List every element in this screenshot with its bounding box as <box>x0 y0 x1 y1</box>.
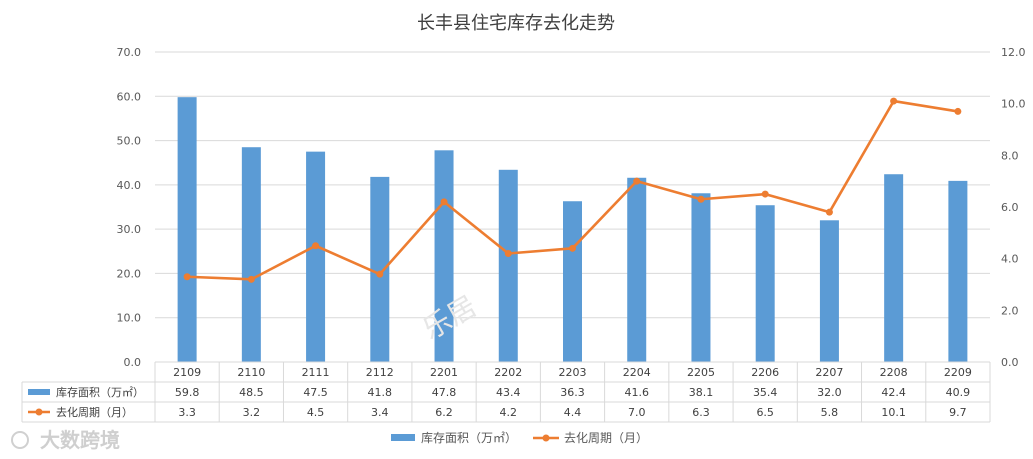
line-point-2204 <box>633 177 641 185</box>
legend: 库存面积（万㎡） 去化周期（月） <box>391 430 648 445</box>
line-point-2111 <box>312 242 320 250</box>
line-value-label: 5.8 <box>821 406 839 419</box>
line-point-2201 <box>440 198 448 206</box>
line-value-label: 4.5 <box>307 406 325 419</box>
y-left-tick-label: 0.0 <box>124 356 142 369</box>
bar-value-label: 32.0 <box>817 386 842 399</box>
table-row-label-line: 去化周期（月） <box>56 405 133 419</box>
bar-value-label: 35.4 <box>753 386 778 399</box>
line-point-2208 <box>890 97 898 105</box>
bar-2202 <box>498 169 518 362</box>
legend-line-label: 去化周期（月） <box>564 431 648 445</box>
logo-icon <box>11 431 29 449</box>
y-right-tick-label: 6.0 <box>1001 201 1019 214</box>
y-left-tick-label: 50.0 <box>117 135 142 148</box>
legend-line-marker <box>542 434 550 442</box>
table-row-label-bar: 库存面积（万㎡） <box>56 385 144 399</box>
bar-value-label: 47.8 <box>432 386 457 399</box>
bar-2111 <box>306 151 326 362</box>
bar-2204 <box>627 177 647 362</box>
category-label: 2111 <box>302 366 330 379</box>
bar-value-label: 59.8 <box>175 386 200 399</box>
y-left-tick-label: 30.0 <box>117 223 142 236</box>
y-right-tick-label: 10.0 <box>1001 98 1026 111</box>
bar-series <box>177 97 968 363</box>
category-label: 2209 <box>944 366 972 379</box>
legend-bar-key <box>391 434 415 441</box>
watermark-logo: 大数跨境 <box>11 428 120 452</box>
bar-value-label: 40.9 <box>946 386 971 399</box>
legend-bar-label: 库存面积（万㎡） <box>421 430 517 445</box>
bar-2203 <box>563 201 582 362</box>
chart-title: 长丰县住宅库存去化走势 <box>417 13 615 34</box>
bar-2206 <box>755 205 775 362</box>
line-point-2112 <box>376 270 384 278</box>
bar-value-label: 42.4 <box>881 386 906 399</box>
category-label: 2208 <box>880 366 908 379</box>
bar-2110 <box>241 147 261 362</box>
line-point-2209 <box>954 107 962 115</box>
y-left-tick-label: 60.0 <box>117 90 142 103</box>
line-value-label: 4.2 <box>500 406 518 419</box>
line-point-2205 <box>697 195 705 203</box>
y-right-tick-label: 4.0 <box>1001 253 1019 266</box>
line-point-2202 <box>504 250 512 257</box>
logo-text: 大数跨境 <box>40 428 120 452</box>
y-left-tick-label: 40.0 <box>117 179 142 192</box>
line-series <box>183 97 962 283</box>
table-bar-key <box>28 389 50 395</box>
y-left-tick-label: 70.0 <box>117 46 142 59</box>
line-value-label: 6.2 <box>435 406 453 419</box>
bar-2201 <box>434 150 454 362</box>
line-value-label: 7.0 <box>628 406 646 419</box>
category-label: 2207 <box>815 366 843 379</box>
y-right-tick-label: 12.0 <box>1001 46 1026 59</box>
bar-2109 <box>177 97 197 363</box>
category-label: 2201 <box>430 366 458 379</box>
line-point-2206 <box>761 190 769 198</box>
category-label: 2203 <box>559 366 587 379</box>
category-label: 2112 <box>366 366 394 379</box>
bar-value-label: 38.1 <box>689 386 714 399</box>
bar-2207 <box>819 220 839 362</box>
category-label: 2204 <box>623 366 651 379</box>
line-value-label: 6.5 <box>756 406 774 419</box>
y-left-tick-label: 10.0 <box>117 312 142 325</box>
line-point-2207 <box>825 208 833 216</box>
line-value-label: 3.2 <box>243 406 261 419</box>
bar-value-label: 41.6 <box>624 386 649 399</box>
line-value-label: 9.7 <box>949 406 967 419</box>
line-value-label: 10.1 <box>881 406 906 419</box>
bar-value-label: 43.4 <box>496 386 521 399</box>
line-point-2110 <box>247 275 255 283</box>
data-table: 2109 2110 2111 2112 2201 2202 2203 2204 2205 2206… <box>21 361 991 423</box>
y-left-tick-label: 20.0 <box>117 267 142 280</box>
line-value-label: 4.4 <box>564 406 582 419</box>
line-value-label: 3.3 <box>178 406 196 419</box>
line-value-label: 3.4 <box>371 406 389 419</box>
line-value-label: 6.3 <box>692 406 710 419</box>
bar-value-label: 48.5 <box>239 386 264 399</box>
axis-labels: 0.0 10.0 20.0 30.0 40.0 50.0 60.0 70.0 0.0 2.0 4.0… <box>117 46 1026 369</box>
table-line-key-marker <box>35 408 43 416</box>
bar-value-label: 41.8 <box>368 386 393 399</box>
y-right-tick-label: 2.0 <box>1001 304 1019 317</box>
y-right-tick-label: 8.0 <box>1001 149 1019 162</box>
category-label: 2205 <box>687 366 715 379</box>
category-label: 2109 <box>173 366 201 379</box>
bar-2208 <box>884 174 904 362</box>
y-right-tick-label: 0.0 <box>1001 356 1019 369</box>
bar-value-label: 36.3 <box>560 386 585 399</box>
bar-2205 <box>691 193 711 362</box>
category-label: 2110 <box>237 366 265 379</box>
category-label: 2202 <box>494 366 522 379</box>
category-label: 2206 <box>751 366 779 379</box>
bar-2209 <box>948 180 968 362</box>
bar-value-label: 47.5 <box>303 386 328 399</box>
bar-2112 <box>370 176 390 362</box>
line-point-2203 <box>569 244 576 252</box>
line-point-2109 <box>183 273 191 281</box>
